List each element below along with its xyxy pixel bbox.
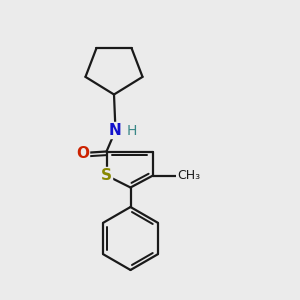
Text: N: N bbox=[109, 123, 122, 138]
Text: CH₃: CH₃ bbox=[177, 169, 200, 182]
Text: S: S bbox=[101, 168, 112, 183]
Text: H: H bbox=[127, 124, 137, 137]
Text: O: O bbox=[76, 146, 89, 160]
